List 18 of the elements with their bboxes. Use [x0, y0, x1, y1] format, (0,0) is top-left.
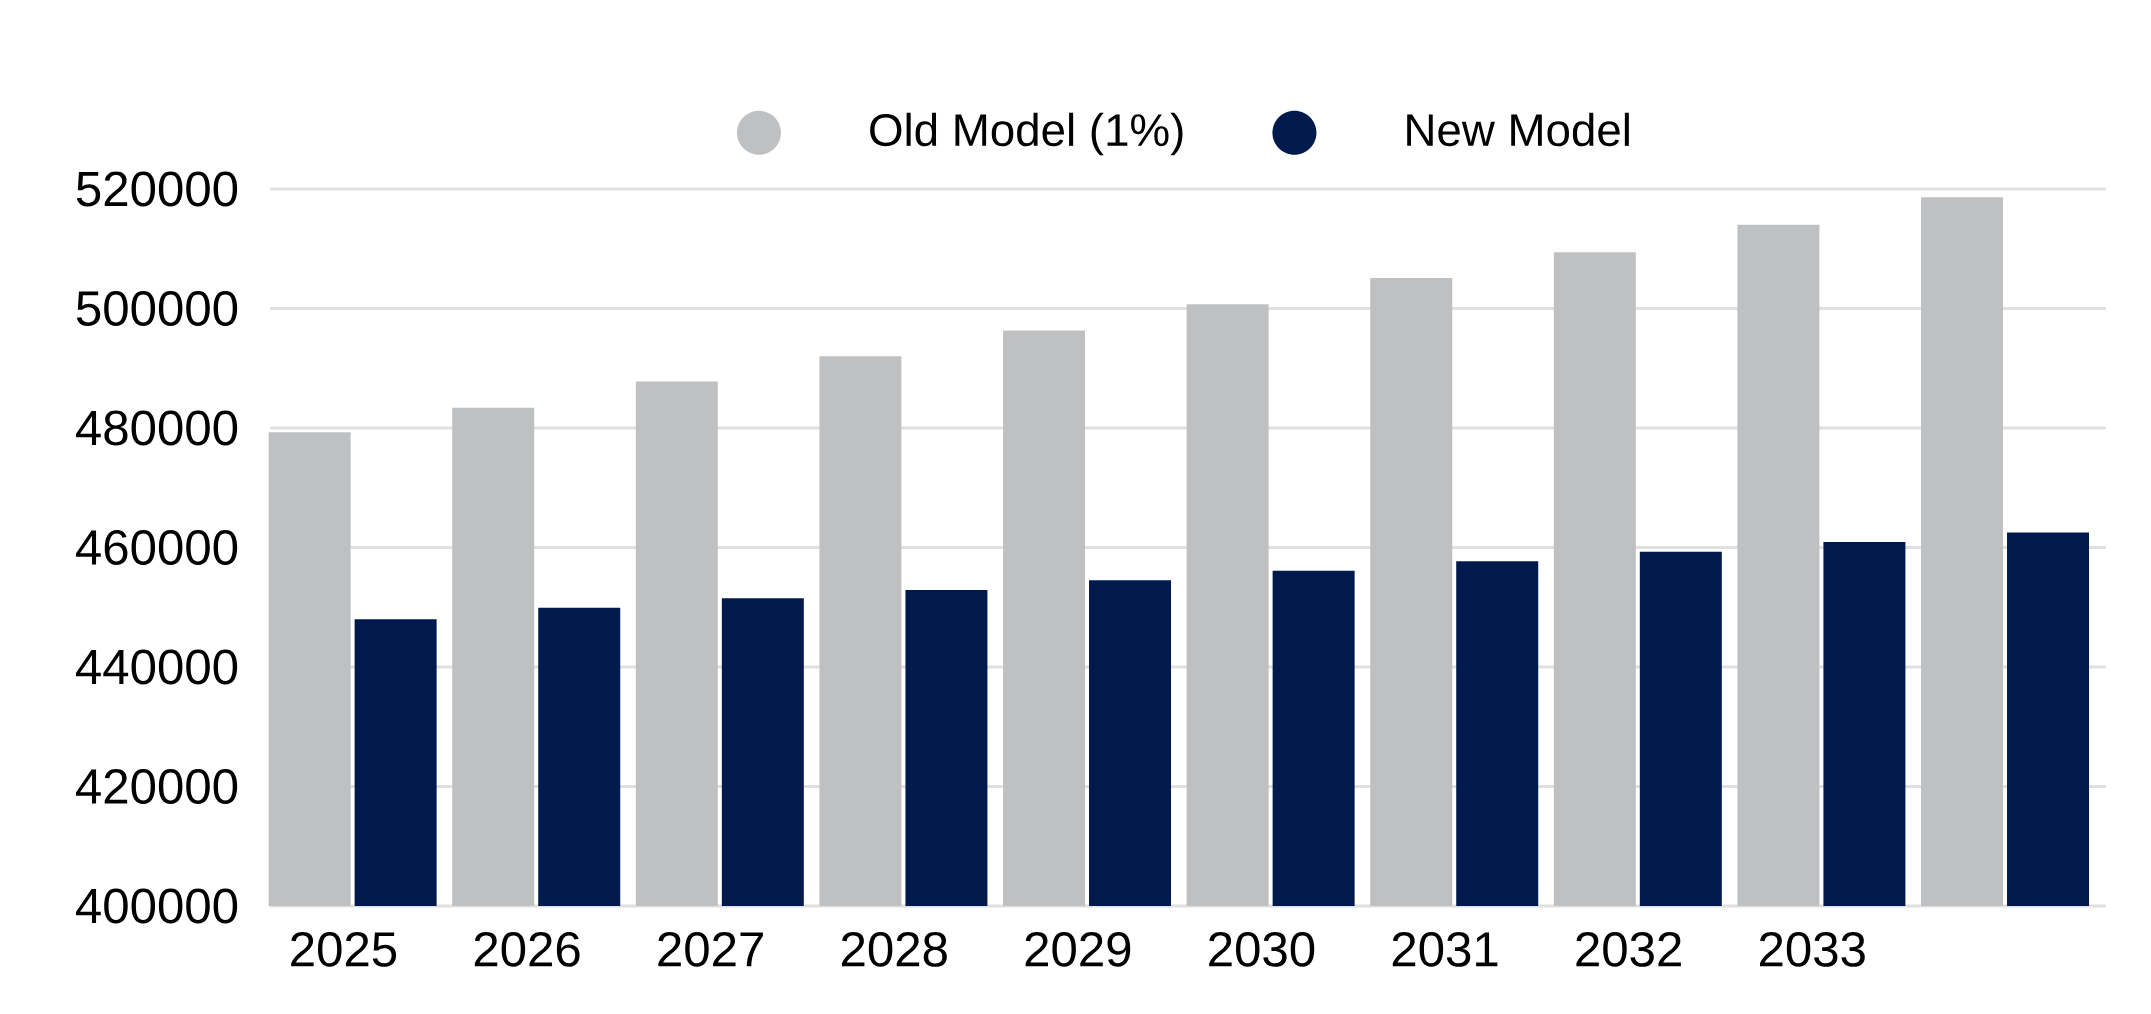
x-tick-label: 2025	[291, 931, 397, 967]
y-tick-label: 400000	[75, 888, 238, 924]
x-tick-label: 2032	[1576, 931, 1681, 967]
x-tick-label: 2030	[1209, 931, 1315, 967]
y-tick-label: 420000	[75, 769, 238, 804]
legend-label: New Model	[1407, 112, 1629, 147]
y-tick-label: 520000	[76, 171, 238, 207]
y-tick-label: 500000	[76, 291, 238, 326]
x-tick-label: 2029	[1025, 931, 1131, 967]
x-tick-label: 2027	[658, 931, 763, 967]
legend-label: Old Model (1%)	[870, 112, 1183, 156]
y-tick-label: 440000	[75, 649, 238, 685]
y-tick-label: 480000	[75, 410, 238, 446]
x-tick-label: 2028	[841, 931, 947, 967]
y-tick-label: 460000	[75, 530, 238, 565]
x-tick-label: 2031	[1392, 931, 1498, 967]
x-tick-label: 2033	[1759, 931, 1865, 967]
x-tick-label: 2026	[474, 931, 580, 967]
